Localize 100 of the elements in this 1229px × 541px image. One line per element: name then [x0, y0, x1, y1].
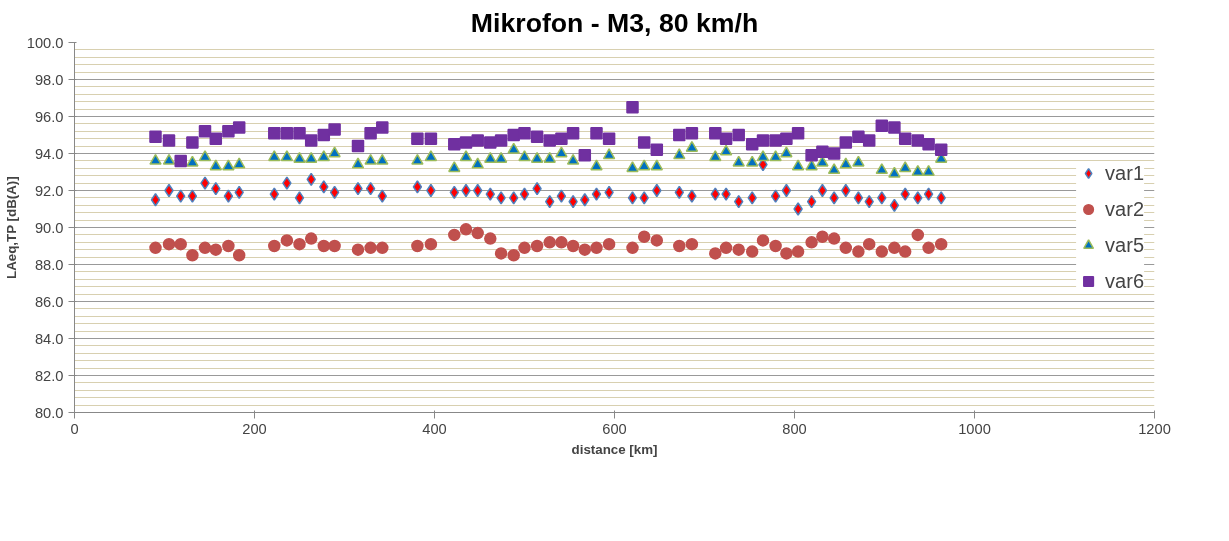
point	[268, 150, 281, 162]
point	[780, 247, 793, 260]
point	[543, 236, 556, 249]
point	[412, 180, 423, 194]
point	[578, 243, 592, 256]
point	[745, 155, 759, 167]
point	[922, 138, 935, 151]
point	[922, 241, 935, 255]
point	[827, 147, 841, 160]
point	[471, 157, 484, 169]
point	[934, 237, 948, 251]
point	[364, 126, 377, 140]
y-tick-label: 90.0	[34, 219, 64, 236]
point	[710, 187, 721, 201]
point	[280, 234, 294, 247]
point	[709, 150, 722, 162]
point	[149, 241, 162, 255]
point	[448, 161, 461, 173]
point	[590, 159, 603, 171]
point	[853, 191, 864, 205]
point	[626, 101, 639, 114]
point	[639, 191, 649, 205]
y-tick-label: 80.0	[34, 404, 64, 421]
chart-title: Mikrofon - M3, 80 km/h	[470, 7, 759, 38]
point	[376, 121, 389, 134]
point	[555, 146, 568, 158]
point	[377, 189, 388, 203]
point	[852, 130, 865, 144]
x-tick-label: 200	[242, 420, 267, 437]
point	[877, 191, 887, 205]
legend-label: var6	[1105, 269, 1144, 293]
point	[637, 230, 651, 243]
point	[745, 245, 759, 258]
point	[294, 191, 305, 205]
point	[328, 146, 341, 158]
point	[424, 132, 438, 145]
point	[566, 239, 580, 253]
point	[888, 241, 901, 255]
point	[747, 191, 757, 205]
point	[494, 151, 508, 163]
point	[827, 163, 841, 175]
point	[769, 150, 782, 162]
point	[793, 202, 803, 216]
point	[471, 134, 484, 147]
point	[923, 187, 934, 201]
point	[719, 132, 733, 145]
point	[269, 187, 280, 201]
point	[602, 237, 616, 251]
point	[508, 191, 519, 205]
point	[223, 189, 234, 203]
point	[673, 239, 686, 253]
point	[518, 126, 531, 140]
x-tick-label: 800	[782, 420, 807, 437]
x-axis-title: distance [km]	[571, 441, 658, 457]
y-tick-label: 98.0	[34, 71, 64, 88]
y-tick-label: 88.0	[34, 256, 64, 273]
point	[862, 237, 876, 251]
point	[898, 245, 912, 258]
point	[888, 166, 901, 178]
point	[530, 151, 544, 163]
point	[756, 134, 770, 147]
point	[719, 144, 733, 156]
point	[507, 142, 520, 154]
point	[780, 132, 793, 145]
point	[232, 249, 246, 262]
point	[852, 245, 865, 258]
point	[875, 163, 889, 175]
point	[936, 191, 946, 205]
point	[459, 223, 473, 236]
point	[627, 191, 638, 205]
point	[816, 230, 829, 243]
point	[222, 239, 235, 253]
point	[769, 134, 782, 147]
legend-label: var5	[1105, 233, 1144, 257]
point	[518, 241, 531, 255]
point	[187, 189, 198, 203]
point	[222, 125, 235, 138]
point	[448, 138, 461, 151]
point	[351, 139, 365, 153]
x-tick-label: 0	[70, 420, 79, 437]
point	[780, 146, 793, 158]
point	[186, 155, 199, 167]
point	[471, 226, 484, 240]
point	[732, 243, 745, 256]
point	[888, 121, 901, 134]
point	[150, 193, 161, 207]
point	[898, 132, 912, 145]
point	[484, 136, 497, 149]
point	[673, 148, 686, 160]
point	[685, 237, 699, 251]
point	[566, 153, 580, 165]
point	[898, 161, 912, 173]
point	[304, 134, 318, 147]
point	[934, 143, 948, 157]
point	[411, 239, 424, 253]
point	[781, 183, 792, 198]
point	[685, 140, 699, 152]
point	[591, 187, 602, 201]
point	[411, 132, 424, 145]
point	[496, 191, 506, 205]
